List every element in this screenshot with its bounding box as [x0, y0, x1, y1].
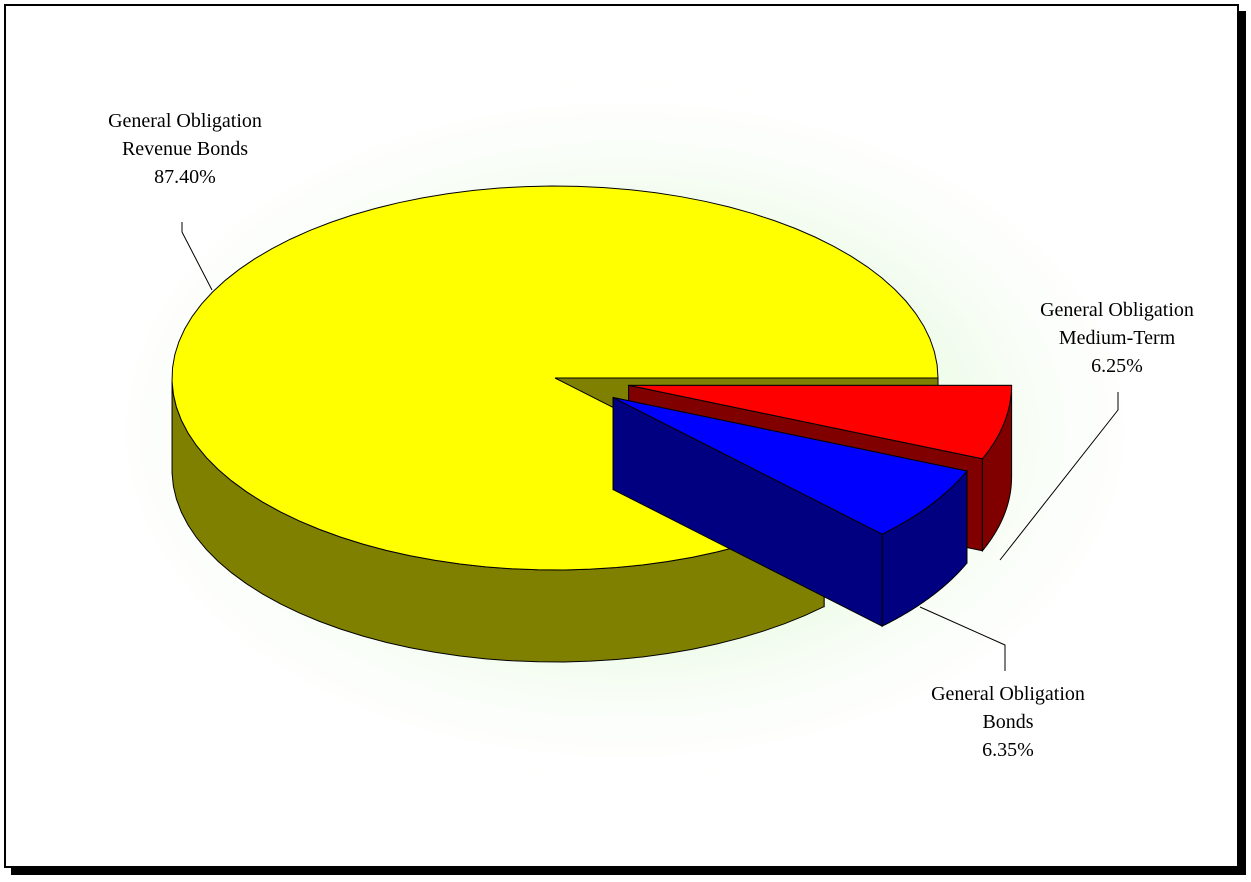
slice-label-line: Medium-Term: [1059, 327, 1176, 349]
pie-slice-2: [612, 396, 968, 627]
slice-label-line: Revenue Bonds: [122, 138, 248, 160]
slice-label-line: General Obligation: [931, 683, 1085, 705]
slice-label-3: General Obligation Medium-Term 6.25%: [1040, 299, 1194, 377]
slice-label-1: General Obligation Revenue Bonds 87.40%: [108, 110, 262, 188]
slice-label-line: 6.35%: [982, 739, 1034, 761]
slice-label-2: General Obligation Bonds 6.35%: [931, 683, 1085, 761]
slice-top: [612, 397, 968, 535]
slice-label-line: 6.25%: [1091, 355, 1143, 377]
pie-layer: [171, 185, 1013, 663]
slice-top: [171, 185, 939, 571]
leader-line-1: [181, 222, 213, 291]
slice-label-line: Bonds: [982, 711, 1033, 733]
leader-line-2: [919, 606, 1006, 671]
slice-label-line: General Obligation: [1040, 299, 1194, 321]
leader-line-3: [999, 392, 1119, 561]
slice-label-line: 87.40%: [154, 166, 216, 188]
slice-label-line: General Obligation: [108, 110, 262, 132]
label-layer: General Obligation Revenue Bonds 87.40%Gen…: [108, 110, 1194, 761]
slice-top: [628, 384, 1013, 460]
